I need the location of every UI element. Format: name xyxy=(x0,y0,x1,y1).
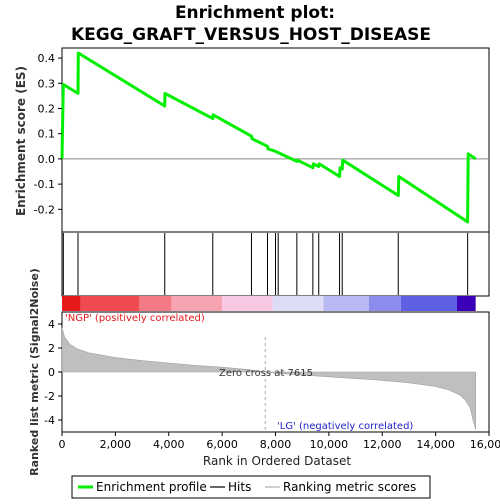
x-tick-label: 10,000 xyxy=(310,438,349,451)
color-bar-segment xyxy=(62,296,81,311)
x-tick-label: 6,000 xyxy=(206,438,238,451)
axes: 0.4 0.3 0.2 0.1 0.0 -0.1 -0.2 4 2 0 -2 -4 0 2,000 4,00… xyxy=(34,52,500,451)
legend-label-hits: Hits xyxy=(228,480,251,494)
ranked-metric-panel xyxy=(61,327,476,432)
positive-correlation-label: 'NGP' (positively correlated) xyxy=(65,313,205,324)
es-y-tick-label: 0.2 xyxy=(38,102,56,115)
title-line-1: Enrichment plot: xyxy=(175,3,335,23)
color-bar-segment xyxy=(139,296,172,311)
metric-y-tick-label: 2 xyxy=(48,342,55,355)
x-tick-label: 0 xyxy=(59,438,66,451)
metric-y-tick-label: 4 xyxy=(48,318,55,331)
color-bar-segment xyxy=(400,296,457,311)
legend-box xyxy=(71,475,431,499)
metric-y-tick-label: -4 xyxy=(44,414,55,427)
x-tick-label: 4,000 xyxy=(153,438,185,451)
x-tick-label: 2,000 xyxy=(100,438,132,451)
color-bar-segment xyxy=(323,296,369,311)
ranking-metric-area xyxy=(61,327,476,430)
enrichment-panel xyxy=(60,51,489,224)
rank-color-bar xyxy=(62,296,476,311)
es-y-tick-label: 0.1 xyxy=(38,128,56,141)
legend-label-enrichment: Enrichment profile xyxy=(96,480,207,494)
color-bar-segment xyxy=(368,296,401,311)
color-bar-segment xyxy=(80,296,140,311)
zero-cross-label: Zero cross at 7615 xyxy=(219,368,313,379)
hits-panel xyxy=(62,233,469,295)
es-y-tick-label: -0.2 xyxy=(34,203,55,216)
es-y-tick-label: 0.4 xyxy=(38,52,56,65)
metric-y-tick-label: 0 xyxy=(48,366,55,379)
x-axis-label: Rank in Ordered Dataset xyxy=(203,454,351,468)
x-tick-label: 16,000 xyxy=(470,438,500,451)
legend-label-ranking: Ranking metric scores xyxy=(283,480,416,494)
x-tick-label: 14,000 xyxy=(416,438,455,451)
color-bar-segment xyxy=(171,296,223,311)
negative-correlation-label: 'LG' (negatively correlated) xyxy=(277,421,413,432)
title-line-2: KEGG_GRAFT_VERSUS_HOST_DISEASE xyxy=(71,25,431,45)
x-tick-label: 12,000 xyxy=(363,438,402,451)
color-bar-segment xyxy=(456,296,476,311)
es-y-tick-label: -0.1 xyxy=(34,178,55,191)
metric-y-axis-label: Ranked list metric (Signal2Noise) xyxy=(28,268,41,476)
es-panel-frame xyxy=(61,47,490,233)
x-tick-label: 8,000 xyxy=(260,438,292,451)
color-bar-segment xyxy=(222,296,273,311)
es-y-axis-label: Enrichment score (ES) xyxy=(14,66,28,216)
metric-y-tick-label: -2 xyxy=(44,390,55,403)
es-y-tick-label: 0.3 xyxy=(38,77,56,90)
enrichment-profile-line xyxy=(60,51,477,224)
es-y-tick-label: 0.0 xyxy=(38,153,56,166)
color-bar-segment xyxy=(272,296,324,311)
